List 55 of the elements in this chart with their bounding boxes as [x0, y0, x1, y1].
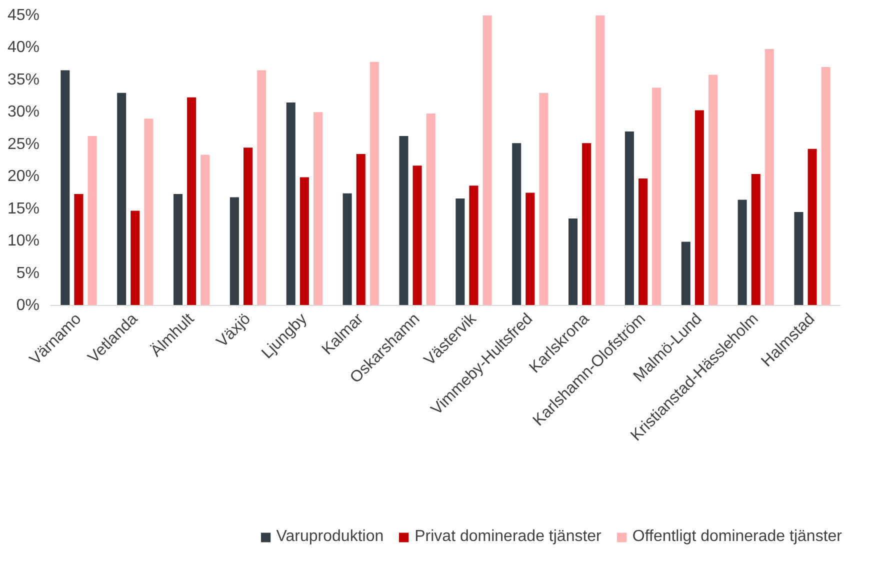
- bar: [187, 97, 196, 306]
- bar: [356, 154, 366, 306]
- bar: [426, 113, 436, 306]
- bar: [412, 166, 422, 306]
- bar: [257, 70, 266, 306]
- legend-label: Offentligt dominerade tjänster: [632, 528, 842, 546]
- bar: [624, 132, 634, 306]
- bar: [652, 88, 662, 306]
- bar: [764, 49, 774, 306]
- bar: [482, 16, 492, 306]
- bar: [117, 92, 126, 306]
- y-tick-label: 10%: [7, 232, 40, 250]
- bar: [313, 112, 322, 306]
- bar: [144, 118, 154, 306]
- y-tick-label: 25%: [7, 136, 40, 153]
- bar: [539, 92, 548, 306]
- y-tick-label: 35%: [7, 71, 40, 88]
- y-tick-label: 0%: [16, 297, 40, 314]
- bar: [794, 212, 804, 306]
- bar: [808, 148, 817, 306]
- bar: [300, 177, 309, 306]
- bar: [200, 154, 210, 306]
- legend-label: Varuproduktion: [276, 528, 384, 546]
- bar: [174, 194, 183, 306]
- y-tick-label: 45%: [7, 7, 40, 24]
- bar: [738, 200, 747, 306]
- bar: [708, 74, 718, 306]
- bar: [370, 62, 379, 306]
- bar: [681, 242, 690, 306]
- bar: [88, 136, 97, 306]
- bar: [596, 16, 605, 306]
- y-tick-label: 20%: [7, 168, 40, 186]
- bar: [821, 67, 830, 306]
- bar: [456, 198, 465, 306]
- y-tick-label: 15%: [7, 200, 40, 218]
- bar: [74, 194, 84, 306]
- bar: [526, 192, 535, 306]
- y-tick-label: 30%: [7, 104, 40, 121]
- bar: [694, 110, 704, 306]
- bar: [582, 143, 592, 306]
- bar: [751, 174, 760, 306]
- bar: [568, 218, 578, 306]
- bar: [60, 70, 70, 306]
- bar: [230, 197, 239, 306]
- bar: [286, 102, 296, 306]
- y-tick-label: 40%: [7, 39, 40, 56]
- bar: [243, 148, 253, 306]
- bar: [638, 178, 648, 306]
- bar: [469, 186, 478, 306]
- bar: [399, 136, 408, 306]
- legend-label: Privat dominerade tjänster: [414, 528, 602, 546]
- bar: [512, 143, 522, 306]
- y-tick-label: 5%: [16, 264, 40, 282]
- bar: [130, 210, 140, 306]
- bar: [342, 193, 352, 306]
